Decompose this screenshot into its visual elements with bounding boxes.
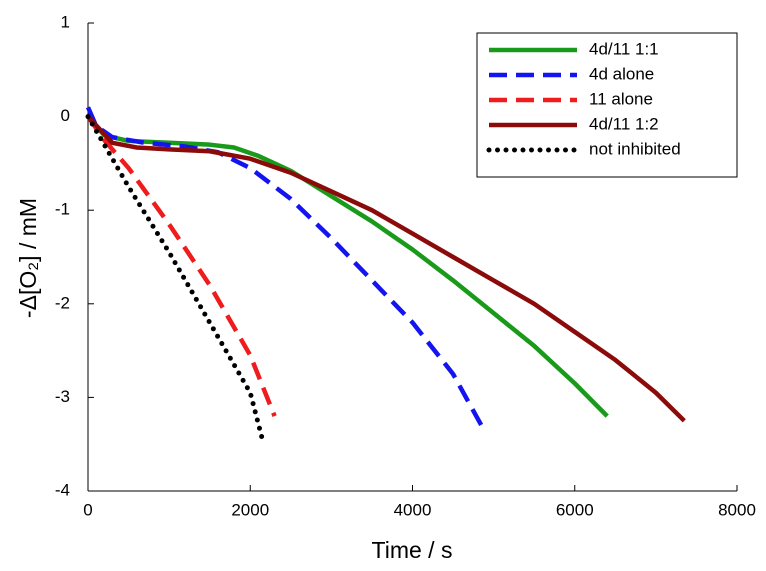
legend-label: 4d/11 1:2 (589, 114, 659, 133)
x-tick-label: 6000 (556, 500, 594, 519)
y-axis-title: -Δ[O₂] / mM (15, 198, 41, 318)
y-tick-label: 0 (61, 106, 70, 125)
x-axis-title: Time / s (372, 537, 453, 563)
y-tick-label: -2 (55, 293, 70, 312)
y-tick-label: -3 (55, 387, 70, 406)
x-tick-label: 2000 (231, 500, 269, 519)
y-tick-label: 1 (61, 12, 70, 31)
y-tick-label: -4 (55, 480, 70, 499)
line-series (86, 115, 277, 417)
line-series (85, 106, 484, 427)
x-tick-label: 4000 (394, 500, 432, 519)
legend-label: 11 alone (589, 89, 653, 108)
legend-label: 4d/11 1:1 (589, 39, 659, 58)
line-series (86, 115, 686, 423)
line-series (85, 114, 265, 443)
x-tick-label: 0 (83, 500, 92, 519)
legend-label: 4d alone (589, 64, 654, 83)
legend-box (476, 32, 738, 178)
x-tick-label: 8000 (718, 500, 756, 519)
y-tick-label: -1 (55, 200, 70, 219)
legend-label: not inhibited (589, 139, 681, 158)
